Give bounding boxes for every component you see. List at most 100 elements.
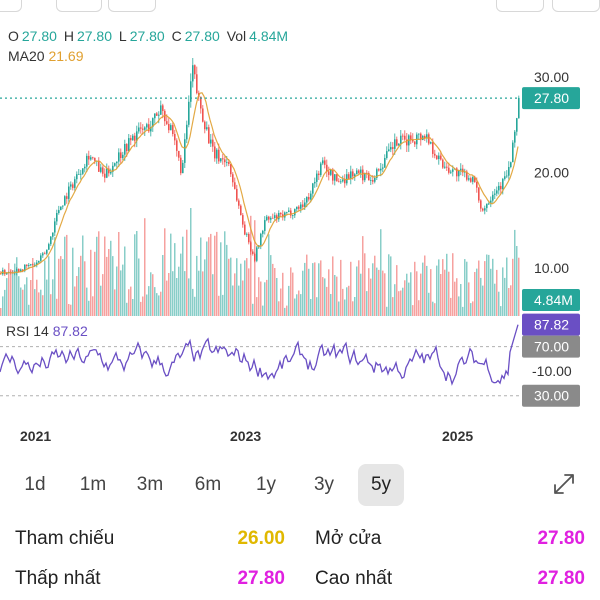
volume-bar	[200, 237, 202, 316]
current-price-tag-label: 27.80	[534, 90, 569, 106]
candle-body	[336, 174, 338, 182]
volume-bar	[144, 218, 146, 316]
candle-body	[142, 128, 144, 130]
volume-bar	[356, 266, 358, 316]
candle-body	[468, 178, 470, 180]
toolbar-button-add[interactable]	[56, 0, 102, 12]
candle-body	[262, 230, 264, 234]
volume-bar	[512, 258, 514, 316]
candle-body	[290, 210, 292, 216]
candle-body	[180, 157, 182, 174]
volume-bar	[342, 288, 344, 316]
period-6m[interactable]: 6m	[194, 474, 222, 495]
candle-body	[108, 168, 110, 174]
volume-bar	[26, 277, 28, 316]
volume-bar	[378, 269, 380, 316]
price-tick-label: 30.00	[534, 69, 569, 85]
volume-bar	[172, 271, 174, 316]
candle-body	[474, 176, 476, 182]
volume-bar	[64, 236, 66, 316]
toolbar-button-left[interactable]	[0, 0, 22, 12]
candle-body	[60, 206, 62, 210]
expand-arrows-icon[interactable]	[552, 472, 576, 496]
candle-body	[210, 139, 212, 144]
volume-bar	[162, 255, 164, 316]
candle-body	[496, 190, 498, 194]
candle-body	[384, 158, 386, 168]
volume-bar	[182, 236, 184, 316]
candle-body	[382, 167, 384, 169]
volume-bar	[292, 272, 294, 316]
volume-bar	[166, 280, 168, 316]
candle-body	[366, 172, 368, 174]
candle-body	[502, 178, 504, 190]
candle-body	[310, 193, 312, 200]
candle-body	[440, 155, 442, 160]
candle-body	[400, 135, 402, 144]
candle-body	[58, 210, 60, 213]
volume-bar	[268, 234, 270, 316]
volume-bar	[96, 236, 98, 316]
candle-body	[450, 171, 452, 173]
volume-bar	[18, 276, 20, 316]
volume-bar	[442, 259, 444, 316]
period-1d[interactable]: 1d	[24, 474, 46, 495]
candle-body	[6, 273, 8, 275]
period-1y[interactable]: 1y	[255, 474, 277, 495]
volume-bar	[260, 281, 262, 316]
candle-body	[68, 186, 70, 199]
volume-bar	[300, 294, 302, 316]
volume-bar	[488, 254, 490, 316]
toolbar-button-fx[interactable]	[108, 0, 156, 12]
volume-bar	[346, 287, 348, 316]
toolbar-button-right-1[interactable]	[496, 0, 544, 12]
volume-bar	[118, 232, 120, 316]
volume-bar	[194, 296, 196, 316]
candle-body	[40, 255, 42, 261]
period-1m[interactable]: 1m	[79, 474, 107, 495]
volume-bar	[210, 233, 212, 316]
candle-body	[186, 124, 188, 140]
volume-bar	[216, 231, 218, 316]
rsi-label: RSI 14	[6, 323, 49, 339]
volume-bar	[78, 267, 80, 316]
volume-bar	[238, 285, 240, 316]
period-3y[interactable]: 3y	[313, 474, 335, 495]
candle-body	[28, 265, 30, 266]
candle-body	[268, 216, 270, 220]
volume-bar	[396, 265, 398, 316]
candle-body	[420, 133, 422, 141]
candle-body	[54, 221, 56, 233]
volume-bar	[38, 292, 40, 316]
candle-body	[16, 269, 18, 273]
candle-body	[136, 131, 138, 141]
candle-body	[516, 118, 518, 132]
price-chart[interactable]: 30.00 20.00 10.00 27.80 4.84M 87.82 70.00 30.00…	[0, 0, 600, 460]
volume-bar	[474, 272, 476, 316]
volume-bar	[148, 286, 150, 316]
candle-body	[390, 147, 392, 150]
candle-body	[24, 264, 26, 271]
candle-body	[396, 139, 398, 146]
volume-bar	[412, 305, 414, 316]
candle-body	[94, 157, 96, 161]
volume-bar	[68, 304, 70, 316]
candle-body	[472, 176, 474, 182]
candle-body	[76, 174, 78, 180]
period-3m[interactable]: 3m	[136, 474, 164, 495]
candle-body	[212, 139, 214, 147]
volume-bar	[90, 249, 92, 316]
candle-body	[78, 174, 80, 175]
volume-bar	[204, 259, 206, 316]
volume-bar	[34, 289, 36, 316]
open-price-label: Mở cửa	[315, 528, 382, 549]
volume-bar	[88, 300, 90, 316]
volume-bar	[40, 289, 42, 316]
rsi-value: 87.82	[52, 323, 88, 339]
current-price-tag	[522, 87, 580, 110]
candle-body	[264, 220, 266, 231]
volume-bar	[330, 294, 332, 316]
candle-body	[386, 151, 388, 158]
period-5y[interactable]: 5y	[358, 464, 404, 506]
volume-bar	[70, 304, 72, 316]
